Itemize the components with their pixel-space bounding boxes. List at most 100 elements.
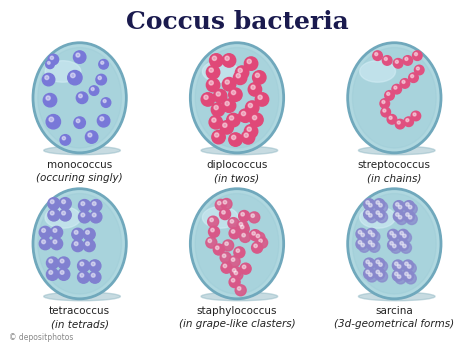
Circle shape [376,211,388,223]
Circle shape [242,234,246,237]
Circle shape [236,249,240,253]
Circle shape [238,68,242,72]
Circle shape [403,201,414,212]
Circle shape [212,118,216,122]
Circle shape [236,73,240,78]
Circle shape [62,200,65,204]
Circle shape [231,135,236,140]
Circle shape [83,240,95,252]
Circle shape [245,125,258,138]
Circle shape [229,277,240,288]
Circle shape [388,239,399,250]
Circle shape [259,239,262,243]
Text: tetracoccus: tetracoccus [49,306,110,316]
Circle shape [237,220,248,231]
Circle shape [366,271,377,282]
Ellipse shape [201,292,278,301]
Circle shape [369,214,372,217]
Circle shape [239,109,252,122]
Circle shape [393,211,404,222]
Circle shape [225,56,229,60]
Circle shape [398,239,409,250]
Circle shape [371,243,374,247]
Circle shape [92,213,96,217]
Circle shape [91,273,95,277]
Circle shape [98,76,101,80]
Circle shape [366,201,369,204]
Circle shape [51,238,63,250]
Circle shape [403,56,412,65]
Circle shape [209,81,213,85]
Circle shape [237,287,241,290]
Circle shape [255,93,269,106]
Circle shape [250,230,261,241]
Text: sarcina: sarcina [375,306,413,316]
Circle shape [46,257,58,269]
Circle shape [361,233,365,237]
Circle shape [402,260,413,271]
Circle shape [369,231,380,242]
Circle shape [388,229,399,240]
Circle shape [241,213,245,216]
Ellipse shape [191,189,283,299]
Circle shape [91,262,95,266]
Circle shape [369,263,372,266]
Circle shape [405,57,408,60]
Circle shape [384,57,387,60]
Circle shape [379,204,382,207]
Circle shape [209,116,222,129]
Circle shape [49,117,54,122]
Circle shape [247,127,251,131]
Circle shape [72,240,84,252]
Circle shape [46,268,58,280]
Circle shape [230,267,241,278]
Circle shape [381,107,391,117]
Circle shape [73,51,86,63]
Circle shape [252,242,263,253]
Circle shape [238,223,249,234]
Text: © depositphotos: © depositphotos [9,333,74,342]
Circle shape [394,262,398,266]
Circle shape [211,103,225,116]
Circle shape [389,116,392,119]
Circle shape [413,113,416,116]
Ellipse shape [360,61,395,82]
Circle shape [375,52,378,56]
Circle shape [53,228,57,232]
Circle shape [392,270,403,281]
Circle shape [406,119,409,122]
Circle shape [251,85,255,89]
Circle shape [46,115,61,129]
Circle shape [369,273,372,276]
Circle shape [385,91,394,100]
Circle shape [387,115,397,124]
Circle shape [206,78,220,92]
Circle shape [240,263,251,274]
Circle shape [374,209,385,220]
Circle shape [209,68,213,72]
Circle shape [231,258,235,262]
Circle shape [376,201,380,204]
Circle shape [225,242,228,245]
Circle shape [376,211,380,214]
Circle shape [80,262,84,266]
Circle shape [405,273,416,284]
Ellipse shape [191,43,283,153]
Circle shape [76,92,88,104]
Circle shape [244,133,248,137]
Circle shape [50,211,54,215]
Circle shape [225,80,229,84]
Circle shape [403,234,406,238]
Circle shape [249,212,260,223]
Circle shape [379,214,382,217]
Circle shape [393,201,404,212]
Circle shape [247,59,251,63]
Circle shape [400,79,410,88]
Ellipse shape [44,146,120,155]
Circle shape [364,199,374,210]
Circle shape [204,95,208,99]
Circle shape [400,241,403,245]
Text: (in chains): (in chains) [367,173,421,183]
Circle shape [215,133,219,137]
Circle shape [103,99,106,102]
